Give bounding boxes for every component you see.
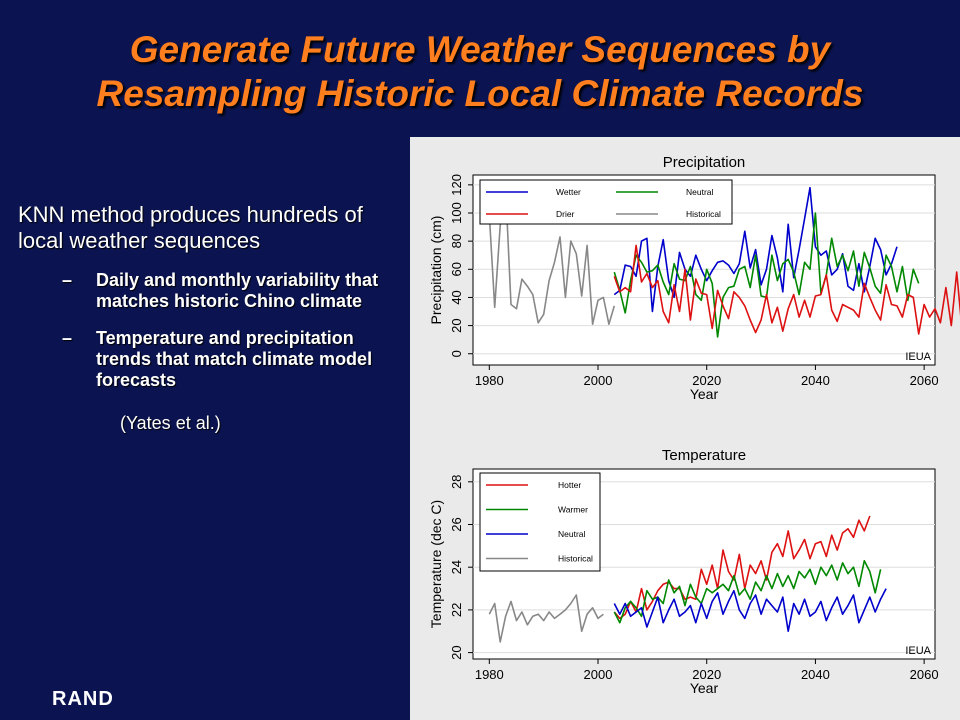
x-tick-label: 2000 xyxy=(584,667,613,682)
title-line-1: Generate Future Weather Sequences by xyxy=(129,29,831,70)
chart-panel: 0 20 40 60 80 100 120 1980 2000 2020 2040 2060 Wette… xyxy=(410,137,960,720)
legend-label: Neutral xyxy=(686,187,714,197)
y-tick-label: 20 xyxy=(449,645,464,659)
title-line-2: Resampling Historic Local Climate Record… xyxy=(96,73,864,114)
main-bullet: KNN method produces hundreds of local we… xyxy=(18,202,363,253)
series-line-historical xyxy=(488,186,616,325)
sub-bullet-dash: – xyxy=(62,328,73,348)
x-tick-label: 2060 xyxy=(910,373,939,388)
y-tick-label: 26 xyxy=(449,517,464,531)
legend-label: Wetter xyxy=(556,187,581,197)
x-tick-label: 2020 xyxy=(692,373,721,388)
legend-box xyxy=(479,179,733,225)
slide-title: Generate Future Weather Sequences by Res… xyxy=(0,28,960,116)
citation: (Yates et al.) xyxy=(120,413,221,433)
x-tick-label: 2040 xyxy=(801,667,830,682)
y-tick-label: 0 xyxy=(449,350,464,357)
y-tick-label: 20 xyxy=(449,318,464,332)
series-line-drier xyxy=(613,244,960,335)
sub-bullet-text: Daily and monthly variability that match… xyxy=(96,270,379,311)
y-tick-label: 120 xyxy=(449,174,464,196)
y-tick-label: 22 xyxy=(449,603,464,617)
y-tick-label: 24 xyxy=(449,560,464,574)
chart-title: Temperature xyxy=(662,447,746,464)
x-tick-label: 1980 xyxy=(475,373,504,388)
y-tick-label: 28 xyxy=(449,475,464,489)
legend-box xyxy=(479,472,601,572)
x-tick-label: 2040 xyxy=(801,373,830,388)
legend-label: Historical xyxy=(558,554,593,564)
legend-label: Historical xyxy=(686,209,721,219)
sub-bullet-2: – Temperature and precipitation trends t… xyxy=(18,328,398,391)
y-tick-label: 60 xyxy=(449,262,464,276)
sub-bullet-text: Temperature and precipitation trends tha… xyxy=(96,328,373,390)
bullet-list: KNN method produces hundreds of local we… xyxy=(18,202,398,434)
x-tick-label: 2000 xyxy=(584,373,613,388)
y-axis-label: Precipitation (cm) xyxy=(428,216,444,325)
chart-title: Precipitation xyxy=(663,154,746,171)
chart-annotation: IEUA xyxy=(905,645,931,657)
x-tick-label: 2020 xyxy=(692,667,721,682)
y-tick-label: 40 xyxy=(449,290,464,304)
x-tick-label: 1980 xyxy=(475,667,504,682)
series-line-neutral xyxy=(613,588,887,633)
y-tick-label: 100 xyxy=(449,202,464,224)
y-axis-label: Temperature (dec C) xyxy=(428,500,444,628)
legend-label: Neutral xyxy=(558,529,586,539)
x-axis-label: Year xyxy=(690,386,719,402)
chart-annotation: IEUA xyxy=(905,351,931,363)
legend-label: Hotter xyxy=(558,480,581,490)
y-tick-label: 80 xyxy=(449,234,464,248)
series-line-wetter xyxy=(613,186,898,313)
x-tick-label: 2060 xyxy=(910,667,939,682)
series-line-hotter xyxy=(613,515,871,620)
rand-logo: RAND xyxy=(52,688,114,710)
x-axis-label: Year xyxy=(690,680,719,696)
sub-bullet-dash: – xyxy=(62,270,73,290)
legend-label: Drier xyxy=(556,209,575,219)
series-line-historical xyxy=(488,594,604,643)
legend-label: Warmer xyxy=(558,505,588,515)
sub-bullet-1: – Daily and monthly variability that mat… xyxy=(18,270,398,312)
